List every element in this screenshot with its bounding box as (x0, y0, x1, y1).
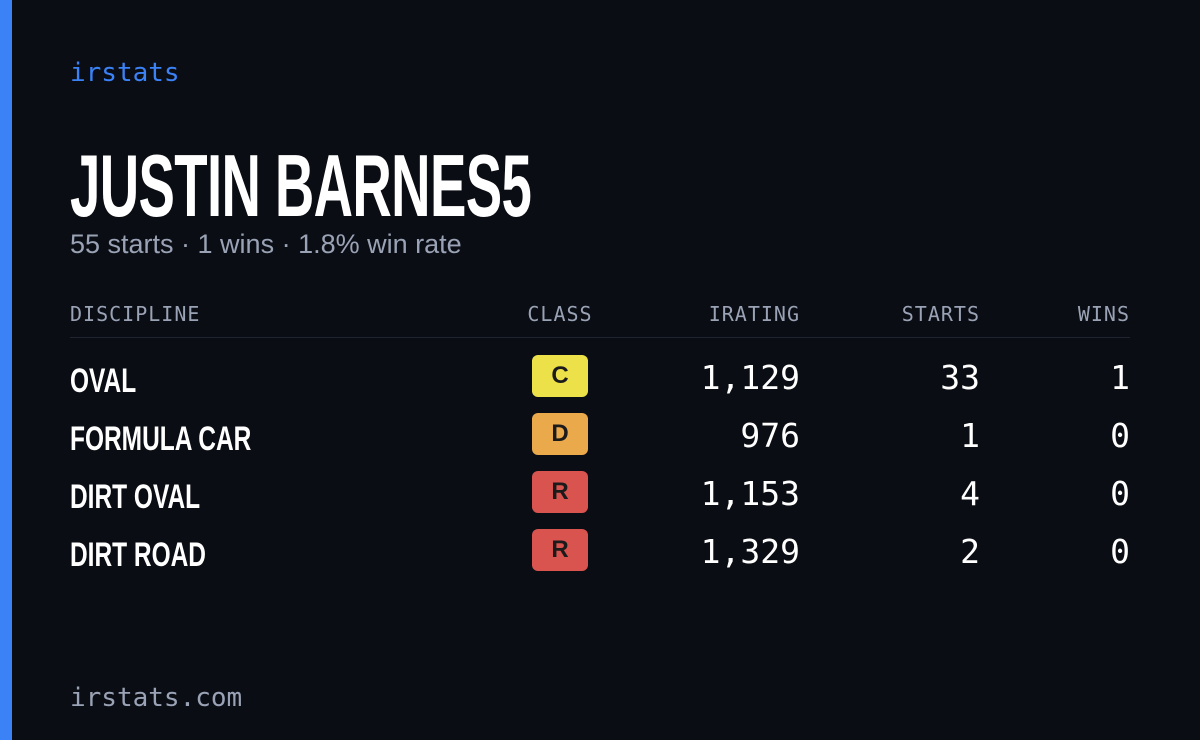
column-header: DISCIPLINE (70, 302, 201, 326)
column-header: STARTS (901, 302, 980, 326)
brand: irstats (70, 58, 180, 88)
starts: 1 (960, 416, 980, 455)
starts: 4 (960, 474, 980, 513)
discipline: FORMULA CAR (70, 420, 252, 458)
column-header: CLASS (527, 302, 593, 326)
footer: irstats.com (70, 683, 243, 713)
discipline: DIRT OVAL (70, 478, 201, 516)
title: JUSTIN BARNES5 (70, 136, 532, 235)
wins: 0 (1110, 416, 1130, 455)
wins: 0 (1110, 532, 1130, 571)
discipline: DIRT ROAD (70, 536, 207, 574)
column-header: WINS (1077, 302, 1130, 326)
column-header: IRATING (708, 302, 800, 326)
starts: 33 (940, 358, 980, 397)
accent-bar (0, 0, 12, 740)
irating: 1,153 (700, 474, 800, 513)
wins: 1 (1110, 358, 1130, 397)
irating: 976 (740, 416, 800, 455)
class-badge: R (532, 529, 588, 571)
starts: 2 (960, 532, 980, 571)
subtitle: 55 starts · 1 wins · 1.8% win rate (70, 229, 462, 259)
header-rule (70, 337, 1130, 338)
class-badge: D (532, 413, 588, 455)
wins: 0 (1110, 474, 1130, 513)
irating: 1,329 (700, 532, 800, 571)
discipline: OVAL (70, 362, 137, 400)
irating: 1,129 (700, 358, 800, 397)
class-badge: R (532, 471, 588, 513)
class-badge: C (532, 355, 588, 397)
